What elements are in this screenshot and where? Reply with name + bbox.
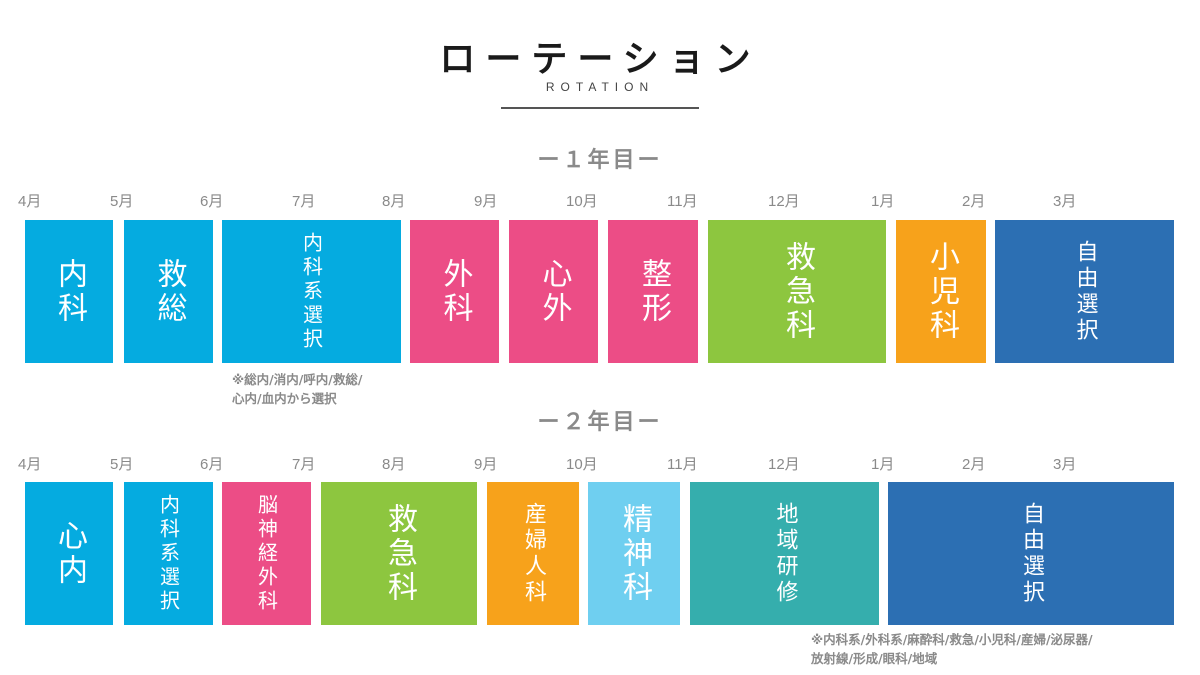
year1-rotation-block: 小児科 bbox=[896, 220, 986, 363]
year1-rotation-block: 自由選択 bbox=[995, 220, 1174, 363]
year2-rotation-block-label: 産婦人科 bbox=[521, 501, 546, 606]
year2-month-label: 5月 bbox=[110, 456, 134, 473]
year2-rotation-block: 精神科 bbox=[588, 482, 680, 625]
year2-month-label: 11月 bbox=[667, 456, 698, 473]
year1-rotation-block: 心外 bbox=[509, 220, 598, 363]
year2-note-line2: 放射線/形成/眼科/地域 bbox=[811, 651, 938, 666]
year2-month-label: 8月 bbox=[382, 456, 406, 473]
year1-rotation-block: 内科系選択 bbox=[222, 220, 401, 363]
year2-rotation-block: 内科系選択 bbox=[124, 482, 213, 625]
year2-rotation-block-label: 自由選択 bbox=[1019, 501, 1044, 606]
year2-rotation-block-label: 地域研修 bbox=[772, 501, 798, 606]
year2-month-label: 1月 bbox=[871, 456, 895, 473]
year2-note: ※内科系/外科系/麻酔科/救急/小児科/産婦/泌尿器/ 放射線/形成/眼科/地域 bbox=[811, 630, 1093, 668]
year1-note: ※総内/消内/呼内/救総/ 心内/血内から選択 bbox=[232, 370, 362, 408]
year1-rotation-block: 救急科 bbox=[708, 220, 886, 363]
year2-rotation-block-label: 脳神経外科 bbox=[254, 493, 279, 614]
year2-rotation-block-label: 心内 bbox=[52, 519, 87, 588]
year2-note-line1: ※内科系/外科系/麻酔科/救急/小児科/産婦/泌尿器/ bbox=[811, 632, 1093, 647]
year1-month-label: 8月 bbox=[382, 193, 406, 210]
year1-rotation-block-label: 整形 bbox=[636, 257, 671, 326]
year2-month-label: 9月 bbox=[474, 456, 498, 473]
year1-month-label: 3月 bbox=[1053, 193, 1077, 210]
year1-rotation-block: 救総 bbox=[124, 220, 213, 363]
year1-month-label: 7月 bbox=[292, 193, 316, 210]
year1-rotation-block-label: 小児科 bbox=[924, 240, 959, 343]
year1-note-line2: 心内/血内から選択 bbox=[232, 391, 337, 406]
year2-month-label: 6月 bbox=[200, 456, 224, 473]
year1-note-line1: ※総内/消内/呼内/救総/ bbox=[232, 372, 363, 387]
year1-month-label: 5月 bbox=[110, 193, 134, 210]
year2-month-label: 2月 bbox=[962, 456, 986, 473]
year1-rotation-block-label: 自由選択 bbox=[1072, 239, 1098, 344]
page-title: ローテーション bbox=[439, 39, 761, 80]
year2-rotation-block: 自由選択 bbox=[888, 482, 1174, 625]
year2-rotation-block: 心内 bbox=[25, 482, 113, 625]
year2-month-label: 10月 bbox=[566, 456, 598, 473]
year1-label: ー１年目ー bbox=[537, 148, 663, 173]
year1-month-label: 9月 bbox=[474, 193, 498, 210]
year1-month-label: 12月 bbox=[768, 193, 800, 210]
year1-rotation-block: 内科 bbox=[25, 220, 113, 363]
year1-rotation-block: 外科 bbox=[410, 220, 499, 363]
year2-month-label: 12月 bbox=[768, 456, 800, 473]
year2-label: ー２年目ー bbox=[537, 410, 663, 435]
year1-month-label: 10月 bbox=[566, 193, 598, 210]
year2-month-label: 7月 bbox=[292, 456, 316, 473]
year2-month-label: 3月 bbox=[1053, 456, 1077, 473]
year1-month-label: 4月 bbox=[18, 193, 42, 210]
year1-rotation-block-label: 内科系選択 bbox=[299, 231, 324, 352]
year1-rotation-block-label: 救総 bbox=[151, 257, 187, 326]
year2-rotation-block-label: 内科系選択 bbox=[156, 493, 181, 614]
year2-rotation-block: 救急科 bbox=[321, 482, 477, 625]
year2-month-label: 4月 bbox=[18, 456, 42, 473]
year1-rotation-block-label: 内科 bbox=[52, 257, 87, 326]
year2-rotation-block-label: 精神科 bbox=[617, 502, 652, 605]
year1-rotation-block-label: 心外 bbox=[536, 257, 572, 326]
year1-month-label: 1月 bbox=[871, 193, 895, 210]
year1-month-label: 6月 bbox=[200, 193, 224, 210]
year2-rotation-block: 地域研修 bbox=[690, 482, 879, 625]
year1-rotation-block-label: 救急科 bbox=[780, 240, 815, 343]
year1-rotation-block: 整形 bbox=[608, 220, 698, 363]
year1-month-label: 11月 bbox=[667, 193, 698, 210]
year1-rotation-block-label: 外科 bbox=[437, 257, 473, 326]
year2-rotation-block: 脳神経外科 bbox=[222, 482, 311, 625]
page-subtitle: ROTATION bbox=[545, 80, 655, 94]
title-underline bbox=[501, 107, 699, 109]
year2-rotation-block: 産婦人科 bbox=[487, 482, 579, 625]
year2-rotation-block-label: 救急科 bbox=[382, 502, 417, 605]
year1-month-label: 2月 bbox=[962, 193, 986, 210]
